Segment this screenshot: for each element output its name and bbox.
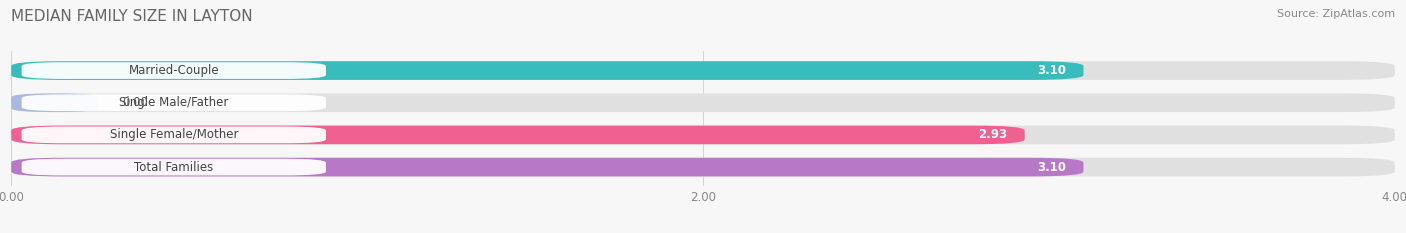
Text: Single Female/Mother: Single Female/Mother <box>110 128 238 141</box>
FancyBboxPatch shape <box>11 126 1395 144</box>
FancyBboxPatch shape <box>11 158 1084 176</box>
FancyBboxPatch shape <box>11 93 1395 112</box>
FancyBboxPatch shape <box>21 62 326 79</box>
FancyBboxPatch shape <box>21 94 326 111</box>
FancyBboxPatch shape <box>11 61 1395 80</box>
Text: MEDIAN FAMILY SIZE IN LAYTON: MEDIAN FAMILY SIZE IN LAYTON <box>11 9 253 24</box>
FancyBboxPatch shape <box>21 127 326 143</box>
Text: Single Male/Father: Single Male/Father <box>120 96 229 109</box>
FancyBboxPatch shape <box>11 93 98 112</box>
Text: 3.10: 3.10 <box>1038 161 1066 174</box>
Text: Source: ZipAtlas.com: Source: ZipAtlas.com <box>1277 9 1395 19</box>
Text: 0.00: 0.00 <box>122 96 148 109</box>
Text: Total Families: Total Families <box>134 161 214 174</box>
Text: 2.93: 2.93 <box>979 128 1007 141</box>
FancyBboxPatch shape <box>11 126 1025 144</box>
Text: Married-Couple: Married-Couple <box>128 64 219 77</box>
Text: 3.10: 3.10 <box>1038 64 1066 77</box>
FancyBboxPatch shape <box>11 158 1395 176</box>
FancyBboxPatch shape <box>11 61 1084 80</box>
FancyBboxPatch shape <box>21 159 326 175</box>
